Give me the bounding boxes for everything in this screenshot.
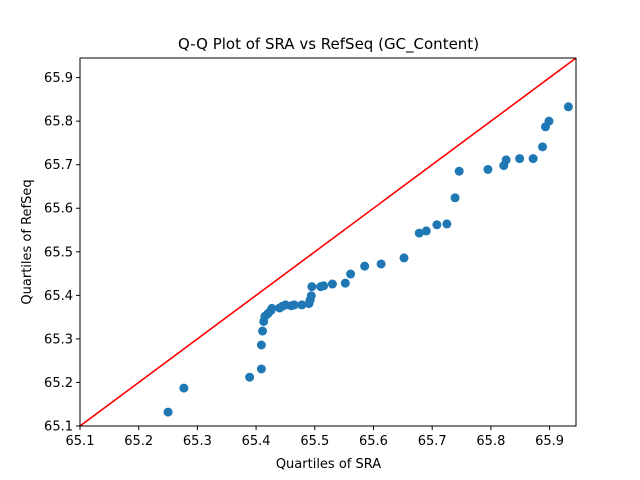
data-point: [442, 219, 452, 229]
data-point: [515, 154, 525, 164]
x-tick-label: 65.9: [535, 434, 564, 449]
data-point: [307, 282, 317, 292]
data-point: [267, 303, 277, 313]
data-point: [450, 193, 460, 203]
x-tick-label: 65.4: [242, 434, 271, 449]
data-point: [501, 155, 511, 165]
y-tick-label: 65.9: [44, 71, 73, 86]
y-axis-label: Quartiles of RefSeq: [20, 179, 35, 304]
data-point: [258, 326, 268, 336]
y-tick-label: 65.7: [44, 158, 73, 173]
y-tick-label: 65.8: [44, 115, 73, 130]
data-point: [319, 281, 329, 291]
y-tick-label: 65.5: [44, 245, 73, 260]
y-tick-label: 65.3: [44, 332, 73, 347]
x-tick-label: 65.2: [124, 434, 153, 449]
reference-line: [80, 58, 576, 426]
data-point: [432, 220, 442, 230]
x-tick-label: 65.6: [359, 434, 388, 449]
data-point: [245, 372, 255, 382]
chart-title: Q-Q Plot of SRA vs RefSeq (GC_Content): [178, 35, 479, 54]
y-tick-label: 65.2: [44, 376, 73, 391]
data-point: [306, 291, 316, 301]
data-point: [360, 261, 370, 271]
x-axis-label: Quartiles of SRA: [276, 457, 381, 472]
data-point: [346, 269, 356, 279]
x-tick-label: 65.8: [476, 434, 505, 449]
data-point: [327, 279, 337, 289]
x-tick-label: 65.5: [300, 434, 329, 449]
data-point: [340, 278, 350, 288]
data-point: [256, 340, 266, 350]
x-tick-label: 65.1: [66, 434, 95, 449]
data-point: [421, 226, 431, 236]
data-point: [544, 116, 554, 126]
data-point: [297, 300, 307, 310]
data-point: [414, 228, 424, 238]
data-point: [179, 383, 189, 393]
data-point: [528, 154, 538, 164]
y-tick-label: 65.4: [44, 289, 73, 304]
data-point: [538, 142, 548, 152]
data-point: [563, 102, 573, 112]
data-point: [256, 364, 266, 374]
data-point: [289, 300, 299, 310]
data-point: [399, 253, 409, 263]
y-tick-label: 65.6: [44, 202, 73, 217]
y-tick-label: 65.1: [44, 420, 73, 435]
plot-area: 65.1 65.2 65.3 65.4 65.5 65.6 65.7 65.8 65.9 65.1…: [44, 57, 577, 449]
data-point: [454, 166, 464, 176]
plot-frame: [79, 57, 577, 427]
x-tick-label: 65.3: [183, 434, 212, 449]
x-tick-label: 65.7: [418, 434, 447, 449]
data-point: [376, 259, 386, 269]
data-point: [163, 407, 173, 417]
data-point: [483, 164, 493, 174]
